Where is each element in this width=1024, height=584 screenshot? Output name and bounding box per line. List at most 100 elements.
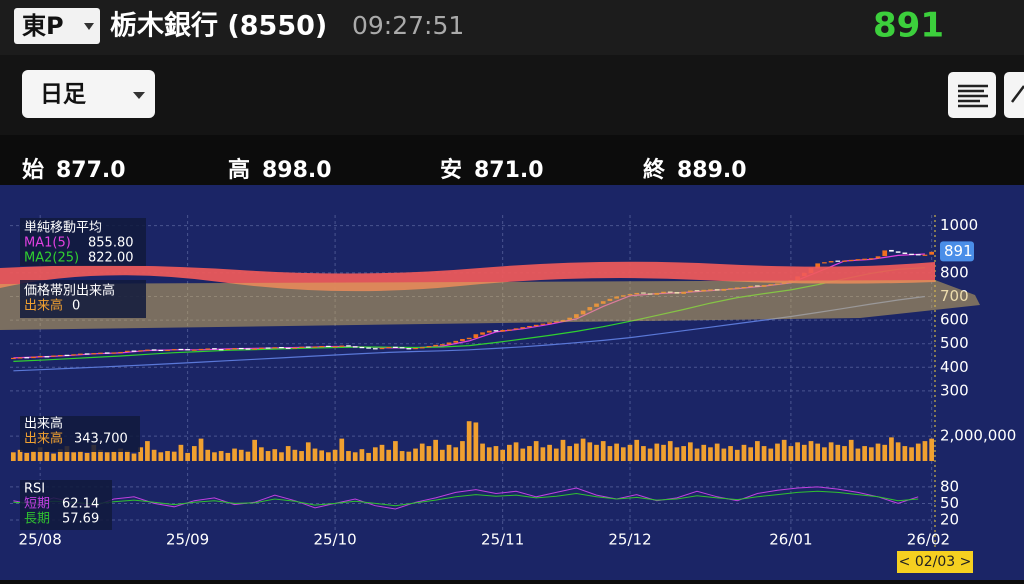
- volume-bar: [620, 447, 626, 461]
- candle: [889, 249, 894, 252]
- volume-bar: [520, 448, 526, 461]
- volume-bar: [406, 451, 412, 461]
- candle: [285, 347, 291, 349]
- volume-bar: [218, 451, 224, 461]
- candle: [399, 347, 405, 349]
- candle: [218, 349, 224, 351]
- market: 東P: [22, 12, 64, 40]
- volume-bar: [614, 443, 619, 461]
- market-select[interactable]: [14, 8, 100, 44]
- candle: [312, 346, 318, 348]
- volume-bar: [332, 449, 338, 461]
- candle: [57, 355, 63, 357]
- candle: [406, 348, 412, 350]
- volume-bar: [433, 439, 438, 461]
- top-bar: [0, 0, 1024, 55]
- candle: [366, 347, 371, 349]
- volume-bar: [299, 451, 304, 461]
- candle: [78, 353, 83, 355]
- period-select[interactable]: [22, 70, 155, 118]
- candle: [386, 346, 392, 349]
- volume-bar: [761, 446, 767, 461]
- cursor-label: < 02/03 >: [899, 554, 972, 570]
- candle: [185, 349, 190, 351]
- x-tick-label: 26/01: [769, 531, 812, 549]
- volume-bar: [808, 441, 814, 461]
- volume-bar: [822, 447, 827, 461]
- ohlc-label: 始: [22, 157, 44, 183]
- candle: [259, 347, 264, 349]
- volume-bar: [57, 449, 63, 461]
- volume-bar: [855, 448, 861, 461]
- candle: [171, 349, 177, 351]
- volume-bar: [232, 448, 237, 461]
- volume-bar: [131, 453, 137, 461]
- volume-bar: [922, 441, 928, 461]
- candle: [145, 349, 150, 351]
- volume-bar: [185, 452, 190, 461]
- candle: [453, 340, 459, 343]
- volume-bar: [346, 451, 351, 461]
- candle: [533, 324, 539, 327]
- volume-bar: [252, 439, 258, 461]
- volume-bar: [71, 452, 77, 461]
- candle: [272, 347, 278, 349]
- candle: [37, 355, 43, 358]
- ohlc-value: 898.0: [262, 158, 332, 183]
- legend-text: 長期: [24, 512, 50, 527]
- volume-bar: [151, 449, 157, 461]
- candle: [433, 344, 438, 347]
- volume-bar: [238, 449, 244, 461]
- volume-bar: [553, 448, 559, 461]
- candle: [815, 263, 821, 269]
- volume-bar: [178, 444, 184, 461]
- volume-bar: [547, 444, 552, 461]
- volume-bar: [171, 451, 177, 461]
- volume-bar: [728, 446, 733, 461]
- candle: [319, 346, 325, 348]
- volume-bar: [104, 452, 110, 461]
- volume-bar: [842, 446, 847, 461]
- legend-text: 62.14: [62, 497, 99, 512]
- candle: [104, 352, 110, 354]
- volume-bar: [567, 446, 573, 461]
- volume-bar: [694, 448, 700, 461]
- candle: [473, 334, 479, 339]
- volume-bar: [31, 451, 36, 461]
- candle: [828, 261, 834, 263]
- volume-bar: [929, 438, 934, 461]
- x-tick-label: 25/11: [481, 531, 524, 549]
- draw-button[interactable]: [1004, 72, 1024, 118]
- candle: [17, 357, 23, 359]
- volume-bar: [795, 442, 800, 461]
- volume-bar: [399, 451, 405, 461]
- candle: [352, 346, 358, 348]
- x-tick-label: 26/02: [907, 531, 950, 549]
- candle: [178, 348, 184, 351]
- volume-bar: [44, 451, 50, 461]
- volume-bar: [815, 443, 821, 461]
- candle: [507, 329, 512, 331]
- candle: [24, 357, 30, 359]
- legend-title: 単純移動平均: [24, 220, 102, 236]
- toolbar: [0, 55, 1024, 135]
- volume-bar: [533, 441, 539, 461]
- volume-bar: [379, 444, 385, 461]
- volume-bar: [768, 448, 774, 461]
- volume-bar: [527, 446, 532, 461]
- volume-bar: [145, 441, 150, 461]
- candle: [446, 342, 452, 345]
- candle: [252, 348, 258, 350]
- candle: [131, 350, 137, 352]
- candle: [151, 349, 157, 351]
- candle: [848, 259, 854, 262]
- volume-bar: [279, 452, 284, 461]
- candle: [279, 346, 284, 349]
- candle: [232, 348, 237, 350]
- volume-bar: [453, 447, 459, 461]
- legend-box: [20, 280, 146, 318]
- volume-bar: [634, 439, 640, 461]
- volume-bar: [681, 446, 686, 461]
- volume-bar: [118, 448, 123, 461]
- y-tick-label: 50: [940, 494, 959, 512]
